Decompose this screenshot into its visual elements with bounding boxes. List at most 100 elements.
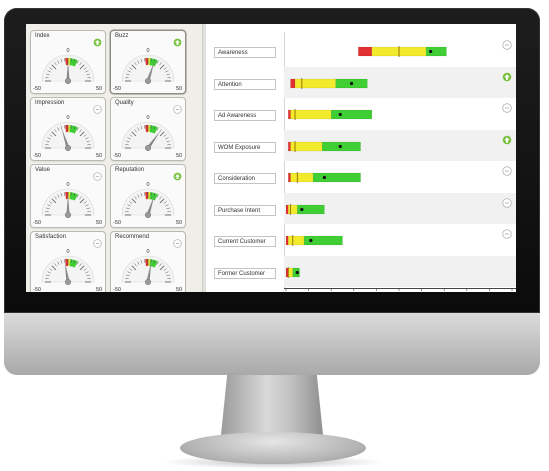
gauge-needle <box>146 131 161 149</box>
gauge-green-band <box>69 58 78 67</box>
gauge-dial: -50 0 50 <box>33 48 102 92</box>
gauge-badge[interactable] <box>93 168 102 186</box>
stage-label[interactable]: Ad Awareness <box>214 110 276 121</box>
neutral-icon[interactable] <box>502 103 512 113</box>
stage-bar-consideration[interactable] <box>206 169 516 189</box>
gauge-title: Buzz <box>115 33 129 39</box>
gauge-tick <box>79 64 85 70</box>
gauge-tick <box>47 70 51 73</box>
gauge-yellow-band <box>68 58 71 66</box>
gauge-red-band <box>145 58 148 66</box>
gauge-tick <box>85 70 89 73</box>
gauge-tick <box>127 137 131 140</box>
stage-label[interactable]: Former Customer <box>214 267 276 279</box>
neutral-icon[interactable] <box>502 229 512 239</box>
gauge-scale-label: 50 <box>176 86 182 92</box>
gauge-badge[interactable] <box>93 101 102 119</box>
gauge-scale-label: -50 <box>113 153 121 159</box>
gauge-tick <box>87 211 91 213</box>
gauge-card-index[interactable]: Index -50 0 50 <box>30 30 106 94</box>
bar-marker <box>300 207 304 211</box>
stage-bar-attention[interactable] <box>206 75 516 95</box>
gauge-tick <box>150 58 152 62</box>
gauge-dial: -50 0 50 <box>113 249 182 292</box>
neutral-icon[interactable] <box>93 172 102 181</box>
gauge-tick <box>165 271 169 274</box>
gauge-tick <box>134 263 137 267</box>
gauge-scale-label: 0 <box>66 48 69 54</box>
up-arrow-icon[interactable] <box>93 38 102 47</box>
gauge-face <box>41 255 95 283</box>
gauge-tick <box>70 259 72 263</box>
up-arrow-icon[interactable] <box>173 38 182 47</box>
gauge-card-recommend[interactable]: Recommend -50 0 50 <box>110 231 186 292</box>
gauge-tick <box>79 129 82 133</box>
stage-bar-awareness[interactable] <box>206 43 516 63</box>
gauge-hub <box>64 211 72 219</box>
neutral-icon[interactable] <box>173 105 182 114</box>
gauge-tick <box>156 127 159 131</box>
gauge-tick <box>86 140 90 143</box>
gauge-tick <box>156 261 159 265</box>
row-badge[interactable] <box>502 226 512 244</box>
gauge-tick <box>134 196 137 200</box>
gauge-card-reputation[interactable]: Reputation -50 0 50 <box>110 164 186 228</box>
gauge-tick <box>159 131 165 137</box>
up-arrow-icon[interactable] <box>173 172 182 181</box>
row-badge[interactable] <box>502 132 512 150</box>
bar-red-segment <box>288 141 291 151</box>
neutral-icon[interactable] <box>502 40 512 50</box>
stage-bar-former-customer[interactable] <box>206 264 516 284</box>
gauge-scale-label: 50 <box>176 220 182 226</box>
bar-red-segment <box>288 172 291 183</box>
stage-label[interactable]: Current Customer <box>214 236 276 247</box>
neutral-icon[interactable] <box>502 197 512 208</box>
gauge-badge[interactable] <box>173 235 182 253</box>
gauge-tick <box>83 201 87 204</box>
gauge-card-buzz[interactable]: Buzz -50 0 50 <box>110 30 186 94</box>
panel-splitter[interactable] <box>203 24 206 292</box>
gauge-hub <box>64 144 72 152</box>
stage-label[interactable]: Purchase Intent <box>214 204 276 216</box>
gauge-tick <box>86 73 90 76</box>
gauge-card-value[interactable]: Value -50 0 50 <box>30 164 106 228</box>
row-badge[interactable] <box>502 100 512 118</box>
stage-bar-purchase-intent[interactable] <box>206 201 516 221</box>
up-arrow-icon[interactable] <box>502 72 512 82</box>
gauge-tick <box>126 274 130 277</box>
stage-bar-wom-exposure[interactable] <box>206 138 516 158</box>
gauge-badge[interactable] <box>93 34 102 52</box>
gauge-tick <box>49 67 53 70</box>
gauge-tick <box>153 260 156 264</box>
gauge-needle <box>146 195 155 216</box>
gauge-badge[interactable] <box>93 235 102 253</box>
up-arrow-icon[interactable] <box>502 135 512 145</box>
row-badge[interactable] <box>502 69 512 87</box>
gauge-badge[interactable] <box>173 101 182 119</box>
neutral-icon[interactable] <box>93 239 102 248</box>
neutral-icon[interactable] <box>173 239 182 248</box>
gauge-tick <box>167 77 171 79</box>
neutral-icon[interactable] <box>93 105 102 114</box>
funnel-chart: Awareness Attention Ad Awareness WOM Exposu… <box>206 24 516 292</box>
row-badge[interactable] <box>502 37 512 55</box>
gauge-badge[interactable] <box>173 34 182 52</box>
gauge-badge[interactable] <box>173 168 182 186</box>
stage-bar-current-customer[interactable] <box>206 232 516 252</box>
gauge-green-band <box>69 259 78 268</box>
gauge-dial: -50 0 50 <box>33 249 102 292</box>
stage-label[interactable]: Attention <box>214 78 276 90</box>
gauge-red-band <box>145 259 148 267</box>
stage-label[interactable]: WOM Exposure <box>214 141 276 153</box>
stage-bar-ad-awareness[interactable] <box>206 106 516 126</box>
gauge-card-satisfaction[interactable]: Satisfaction -50 0 50 <box>30 231 106 292</box>
neutral-icon[interactable] <box>502 166 512 176</box>
stage-label[interactable]: Consideration <box>214 173 276 184</box>
row-badge[interactable] <box>502 195 512 213</box>
gauge-card-quality[interactable]: Quality -50 0 50 <box>110 97 186 161</box>
row-badge[interactable] <box>502 163 512 181</box>
gauge-card-impression[interactable]: Impression -50 0 50 <box>30 97 106 161</box>
bar-marker <box>309 238 313 243</box>
stage-label[interactable]: Awareness <box>214 47 276 58</box>
gauge-needle <box>66 60 70 81</box>
